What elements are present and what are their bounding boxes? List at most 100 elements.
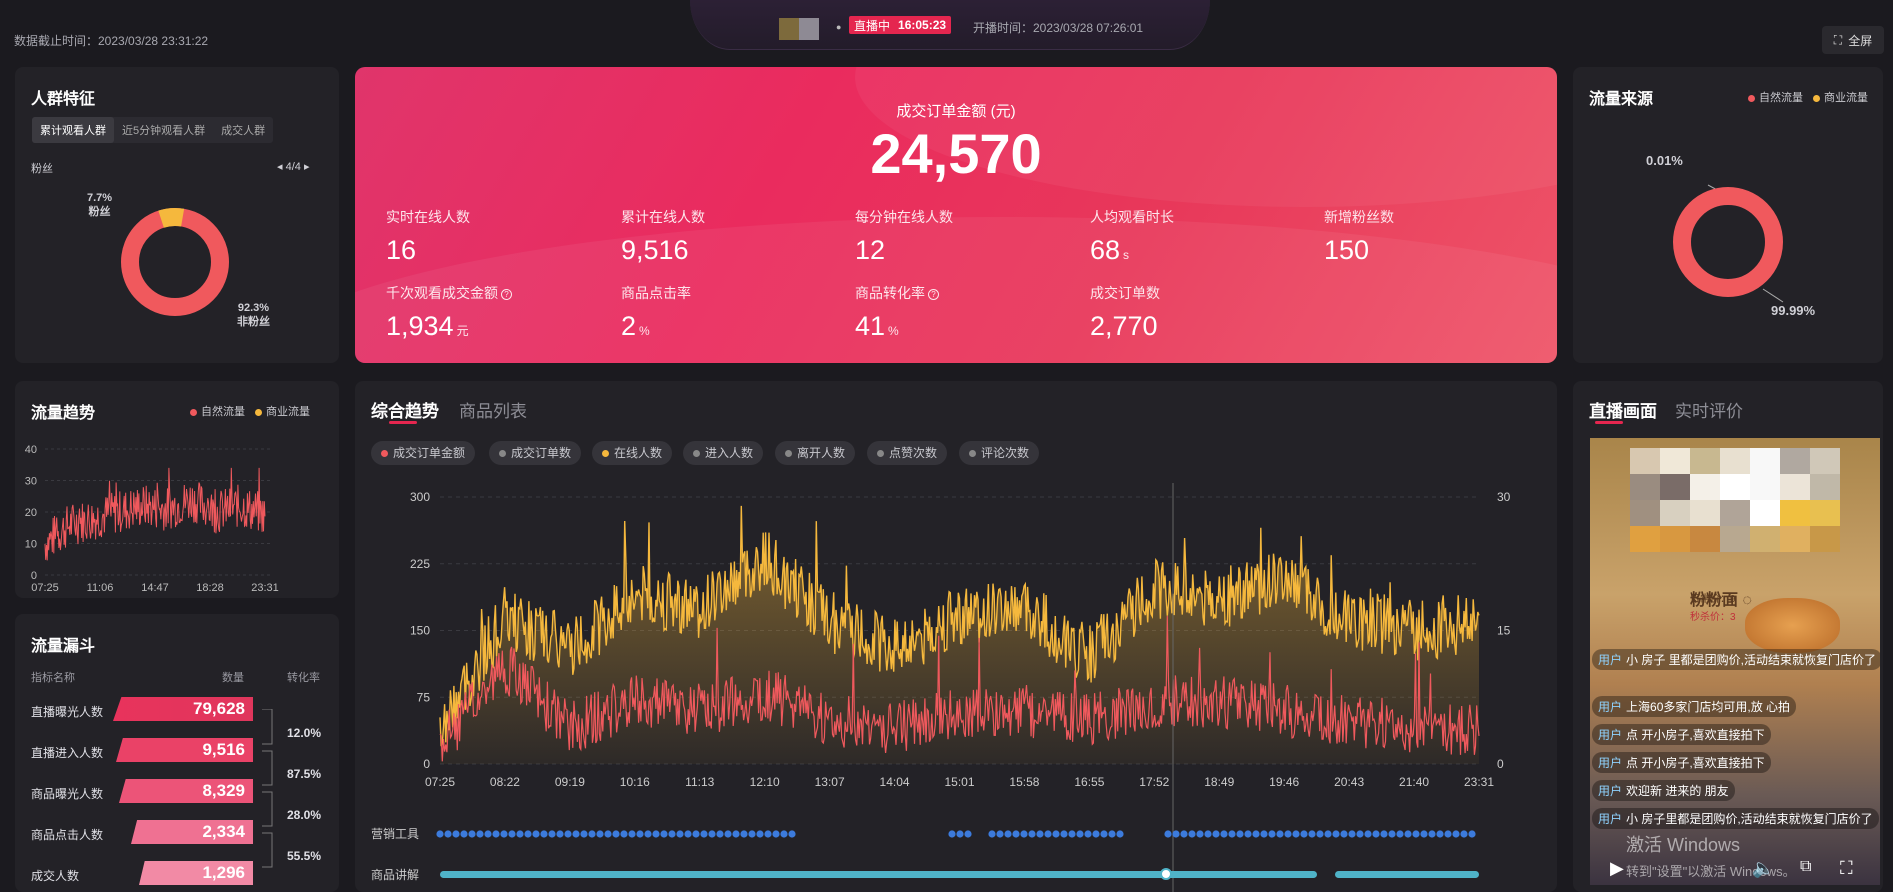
funnel-bar: 1,296 [139, 861, 253, 885]
marketing-event-dot [748, 830, 756, 838]
metric-chip-comments[interactable]: 评论次数 [959, 441, 1040, 465]
kpi-value: 12 [855, 235, 886, 265]
y-right-tick-label: 30 [1497, 490, 1511, 504]
marketing-event-dot [1380, 830, 1388, 838]
kpi-label: 累计在线人数 [621, 209, 705, 225]
x-tick-label: 17:52 [1139, 775, 1169, 789]
marketing-event-dot [1436, 830, 1444, 838]
marketing-event-dot [724, 830, 732, 838]
marketing-event-dot [492, 830, 500, 838]
kpi-label: 千次观看成交金额? [386, 283, 512, 303]
y-right-tick-label: 0 [1497, 757, 1504, 771]
marketing-event-dot [452, 830, 460, 838]
x-tick-label: 11:13 [685, 775, 714, 789]
track-explain-label: 商品讲解 [371, 867, 419, 882]
metric-chip-likes[interactable]: 点赞次数 [867, 441, 948, 465]
marketing-event-dot [948, 830, 956, 838]
kpi-item: 每分钟在线人数 12 [855, 207, 953, 266]
fullscreen-label: 全屏 [1848, 33, 1873, 48]
tab-live-view[interactable]: 直播画面 [1589, 402, 1657, 421]
fullscreen-button[interactable]: ⛶ 全屏 [1822, 26, 1884, 54]
timeline-scrubber [1160, 868, 1172, 880]
kpi-label: 每分钟在线人数 [855, 209, 953, 225]
marketing-event-dot [1428, 830, 1436, 838]
funnel-col-rate: 转化率 [287, 672, 320, 684]
funnel-col-name: 指标名称 [31, 672, 75, 684]
marketing-event-dot [516, 830, 524, 838]
fullscreen-icon[interactable]: ⛶ [1840, 858, 1853, 878]
bracket [262, 709, 273, 745]
top-bar: 数据截止时间：2023/03/28 23:31:22 ● 直播中 16:05:2… [0, 0, 1893, 62]
metric-chip-leave[interactable]: 离开人数 [775, 441, 856, 465]
metric-chip-online[interactable]: 在线人数 [592, 441, 673, 465]
tab-cumulative-viewers[interactable]: 累计观看人群 [32, 117, 114, 143]
x-tick-label: 14:04 [880, 775, 910, 789]
x-tick-label: 07:25 [31, 582, 59, 591]
marketing-event-dot [652, 830, 660, 838]
marketing-event-dot [1404, 830, 1412, 838]
kpi-label: 商品转化率? [855, 283, 939, 303]
live-comment: 用户点 开小房子,喜欢直接拍下 [1592, 724, 1771, 745]
funnel-row-label: 商品曝光人数 [31, 787, 104, 801]
tab-composite-trend[interactable]: 综合趋势 [371, 402, 439, 421]
marketing-event-dot [500, 830, 508, 838]
marketing-event-dot [1116, 830, 1124, 838]
x-tick-label: 23:31 [1464, 775, 1494, 789]
tab-recent-viewers[interactable]: 近5分钟观看人群 [122, 125, 206, 137]
marketing-event-dot [596, 830, 604, 838]
metric-chip-enter[interactable]: 进入人数 [683, 441, 764, 465]
marketing-event-dot [1204, 830, 1212, 838]
kpi-item: 商品转化率? 41% [855, 283, 939, 342]
category-pager[interactable]: ◂ 4/4 ▸ [277, 160, 309, 173]
kpi-value: 41% [855, 311, 899, 341]
marketing-event-dot [1236, 830, 1244, 838]
live-comment: 用户小 房子里都是团购价,活动结束就恢复门店价了 [1592, 808, 1879, 829]
marketing-event-dot [1460, 830, 1468, 838]
x-tick-label: 16:55 [1074, 775, 1104, 789]
y-right-tick-label: 15 [1497, 624, 1511, 638]
series-online-line [439, 505, 1480, 747]
marketing-event-dot [1420, 830, 1428, 838]
mosaic-blur [1630, 448, 1870, 598]
pager-prev-icon[interactable]: ◂ [277, 161, 283, 173]
volume-icon[interactable]: 🔈 [1752, 858, 1775, 878]
marketing-event-dot [1284, 830, 1292, 838]
help-icon[interactable]: ? [501, 288, 512, 300]
gmv-label: 成交订单金额 (元) [896, 103, 1016, 120]
pager-next-icon[interactable]: ▸ [303, 161, 310, 173]
x-tick-label: 15:01 [944, 775, 974, 789]
x-tick-label: 20:43 [1334, 775, 1364, 789]
metric-chip-gmv[interactable]: 成交订单金额 [371, 441, 476, 465]
marketing-event-dot [740, 830, 748, 838]
marketing-event-dot [1388, 830, 1396, 838]
traffic-source-panel: 流量来源 自然流量 商业流量 0.01% 99.99% [1573, 67, 1883, 363]
pip-icon[interactable]: ⧉ [1800, 858, 1812, 875]
marketing-event-dot [1348, 830, 1356, 838]
donut-fans-arc [121, 208, 229, 316]
marketing-event-dot [676, 830, 684, 838]
help-icon[interactable]: ? [928, 288, 939, 300]
marketing-event-dot [468, 830, 476, 838]
tab-live-reviews[interactable]: 实时评价 [1675, 402, 1743, 421]
marketing-event-dot [1172, 830, 1180, 838]
y-left-tick-label: 300 [410, 490, 430, 504]
tab-product-list[interactable]: 商品列表 [459, 402, 527, 421]
marketing-event-dot [1036, 830, 1044, 838]
live-video-player[interactable]: 粉粉面 ◌ 日常价：9 秒杀价：3 用户小 房子 里都是团购价,活动结束就恢复门… [1590, 438, 1880, 885]
play-icon[interactable]: ▶ [1610, 858, 1624, 878]
tab-buyers[interactable]: 成交人群 [221, 125, 266, 137]
x-tick-label: 21:40 [1399, 775, 1429, 789]
kpi-value: 68 s [1090, 235, 1130, 265]
crowd-tabs: 累计观看人群 近5分钟观看人群 成交人群 [32, 117, 274, 143]
marketing-event-dot [1180, 830, 1188, 838]
marketing-event-dot [780, 830, 788, 838]
marketing-event-dot [1412, 830, 1420, 838]
marketing-event-dot [540, 830, 548, 838]
bracket [262, 750, 273, 786]
marketing-event-dot [1212, 830, 1220, 838]
kpi-item: 人均观看时长 68 s [1090, 207, 1174, 266]
metric-chip-orders[interactable]: 成交订单数 [489, 441, 582, 465]
status-dot-icon: ● [836, 22, 842, 32]
x-tick-label: 23:31 [251, 582, 279, 591]
